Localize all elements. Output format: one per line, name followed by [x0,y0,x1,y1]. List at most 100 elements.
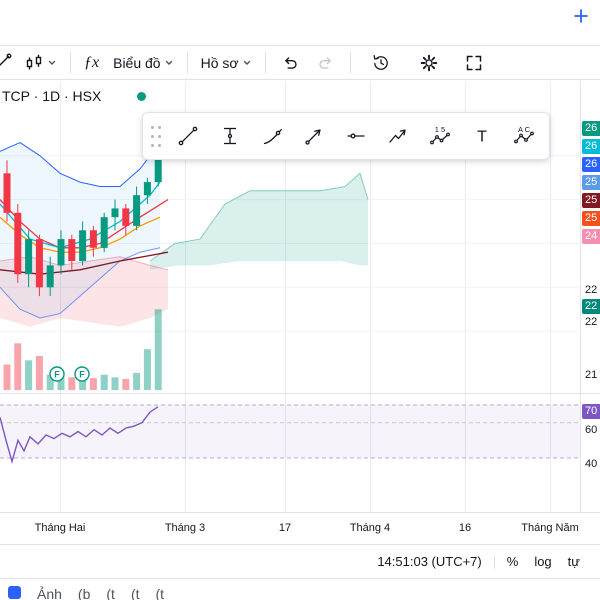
trend-arrow-tool[interactable] [377,117,419,155]
price-axis-label: 22 [582,299,600,314]
numbered-pattern-tool[interactable]: 1 5 [419,117,461,155]
strip-item[interactable]: (t [106,586,115,600]
arrow-marker-icon [305,129,321,145]
price-axis-label: 26 [582,157,600,172]
chart-menu-button[interactable]: Biểu đồ [106,49,180,77]
clock[interactable]: 14:51:03 (UTC+7) [377,554,482,569]
auto-scale-toggle[interactable]: tự [567,554,580,569]
percent-scale-toggle[interactable]: % [506,554,519,569]
brush-tool[interactable] [251,117,293,155]
bottom-strip: Ảnh (b (t (t (t [0,578,600,600]
fx-icon: ƒx [84,53,100,71]
pane-divider[interactable] [0,393,600,394]
profile-menu-button[interactable]: Hồ sơ [194,49,259,77]
svg-text:F: F [54,370,60,380]
chevron-down-icon [243,60,250,65]
strip-item[interactable]: (t [155,586,165,600]
numbered-pattern-icon: 1 5 [430,125,450,145]
trend-line-icon [178,126,198,146]
price-axis-label: 22 [585,284,598,296]
bar-replay-button[interactable] [363,49,399,77]
price-axis-label: 26 [582,139,600,154]
gear-icon [420,54,437,71]
add-button[interactable] [573,5,595,27]
trend-line-tool[interactable] [167,117,209,155]
arrow-marker-tool[interactable] [293,117,335,155]
footer-divider [493,554,495,569]
toolbar-divider [349,51,351,74]
price-axis-label: 24 [582,229,600,244]
market-status-dot [137,91,147,101]
xabcd-pattern-tool[interactable]: A C [503,117,545,155]
line-tool-partial-button[interactable] [0,49,17,77]
toolbar-divider [186,51,188,74]
main-toolbar: ƒx Biểu đồ Hồ sơ [0,45,600,80]
svg-text:F: F [79,370,85,380]
drag-handle[interactable] [150,124,162,148]
fullscreen-button[interactable] [457,49,491,77]
price-axis[interactable]: 26 26 26 25 25 25 24 22 22 22 21 70 60 40 [580,81,600,512]
price-axis-label: 25 [582,175,600,190]
undo-button[interactable] [272,49,308,77]
time-axis-label: Tháng 3 [164,522,206,534]
price-axis-label: 25 [582,211,600,226]
candlestick-icon [26,54,42,69]
chevron-down-icon [48,60,56,65]
trend-arrow-icon [389,129,406,143]
settings-button[interactable] [411,49,447,77]
chevron-down-icon [165,60,172,65]
info-line-tool[interactable] [209,117,251,155]
text-tool-icon: T [477,129,487,146]
window-top-area [0,0,600,45]
fullscreen-icon [466,55,481,70]
footer-bar: 14:51:03 (UTC+7) % log tự [0,544,600,578]
undo-icon [284,56,297,69]
log-scale-toggle[interactable]: log [534,554,552,569]
horizontal-line-icon [347,133,365,139]
indicators-button[interactable]: ƒx [77,49,106,77]
plus-icon [574,9,588,23]
redo-icon [318,56,331,69]
price-axis-label: 22 [585,316,598,328]
rsi-pane [0,404,580,465]
strip-item[interactable]: (b [77,586,91,600]
price-axis-label: 25 [582,193,600,208]
xabcd-pattern-icon: A C [514,125,534,144]
trend-line-partial-icon [0,53,12,66]
time-axis[interactable]: Tháng Hai Tháng 3 17 Tháng 4 16 Tháng Năm [0,512,600,545]
price-axis-label: 40 [585,458,598,470]
price-axis-label: 21 [585,369,598,381]
text-tool[interactable]: T [461,117,503,155]
text-tool-glyph: T [477,129,487,146]
chart-style-button[interactable] [17,49,64,77]
price-axis-label: 70 [582,404,600,419]
strip-item[interactable]: Ảnh [37,586,62,600]
toolbar-divider [264,51,266,74]
brush-icon [263,129,282,145]
time-axis-label: 17 [278,522,292,534]
drawing-toolbar: 1 5 T A C [142,112,550,160]
symbol-header[interactable]: TCP · 1D · HSX [2,88,147,104]
price-axis-label: 26 [582,121,600,136]
horizontal-line-tool[interactable] [335,117,377,155]
profile-menu-label: Hồ sơ [200,54,239,71]
candles [3,133,162,297]
price-axis-label: 60 [585,424,598,436]
redo-button[interactable] [308,49,344,77]
strip-item[interactable]: (t [130,586,140,600]
letter-pattern-glyph: A C [518,125,531,134]
info-line-icon [224,127,236,145]
numbered-pattern-glyph: 1 5 [435,125,445,134]
time-axis-label: Tháng Hai [34,522,86,534]
time-axis-label: Tháng Năm [521,522,579,534]
time-axis-label: 16 [458,522,472,534]
toolbar-divider [70,51,71,74]
time-axis-label: Tháng 4 [349,522,391,534]
image-icon[interactable] [8,586,21,599]
chart-menu-label: Biểu đồ [113,54,161,71]
symbol-title[interactable]: TCP · 1D · HSX [2,88,102,104]
replay-icon [373,54,388,70]
ichimoku-clouds [0,172,369,327]
